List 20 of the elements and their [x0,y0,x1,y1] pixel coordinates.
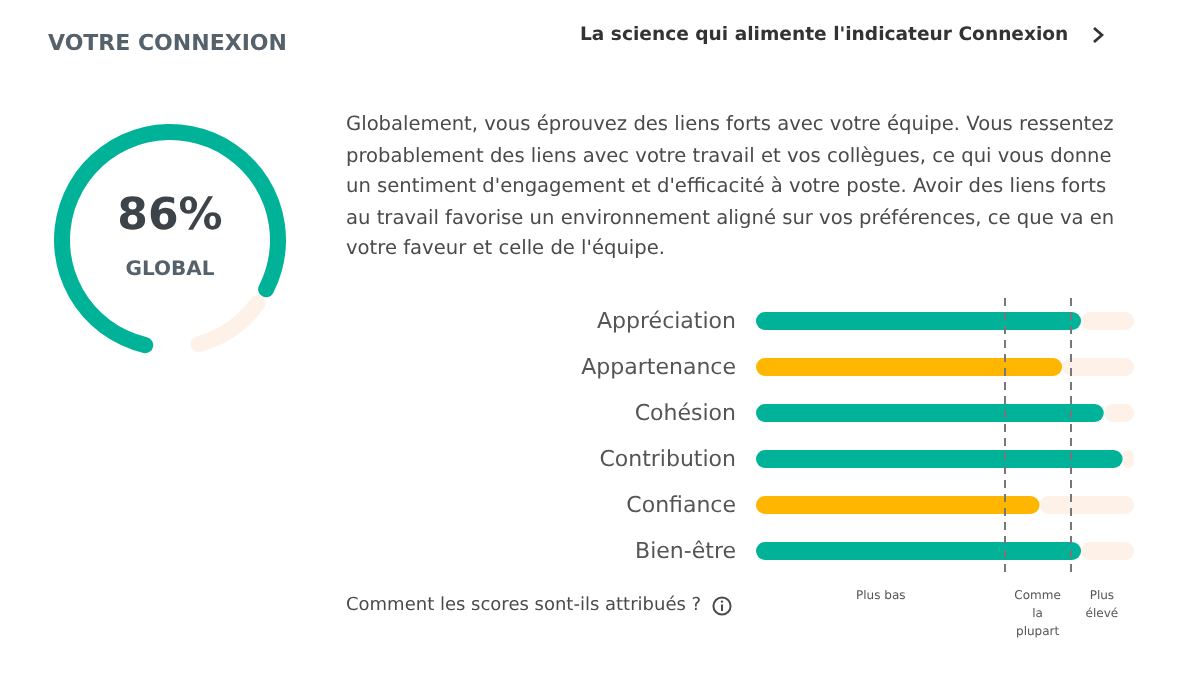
y-tick-label: Appartenance [581,354,737,380]
y-tick-label: Cohésion [634,400,737,426]
y-tick-label: Bien-être [635,538,737,564]
y-tick-label: Appréciation [597,308,737,334]
bar [756,358,1063,376]
bar [756,450,1123,468]
bar [756,312,1082,330]
bar [756,496,1040,514]
bar [1039,496,1134,514]
text: Globalement, vous éprouvez des liens forts avec votre équipe. Vous ressentez probablement des liens avec votre travail et vos collègues, ce qui vous donne un sentiment d'engagement et d'efficacité à votre poste. Avoir des liens forts au travail favorise un environnement aligné sur vos préférences, ce que va en votre faveur et celle de l'équipe. [346,112,1117,264]
bar [756,542,1082,560]
y-tick-label: Contribution [599,446,737,472]
chart-title: VOTRE CONNEXION [48,30,287,56]
bar [1062,358,1134,376]
text: La science qui alimente l'indicateur Connexion [580,24,1069,46]
data-label: 86% [117,191,223,241]
text: Comment les scores sont-ils attribués ? [346,596,702,616]
y-tick-label: Confiance [626,492,737,518]
bar [756,404,1104,422]
text: GLOBAL [125,259,216,281]
